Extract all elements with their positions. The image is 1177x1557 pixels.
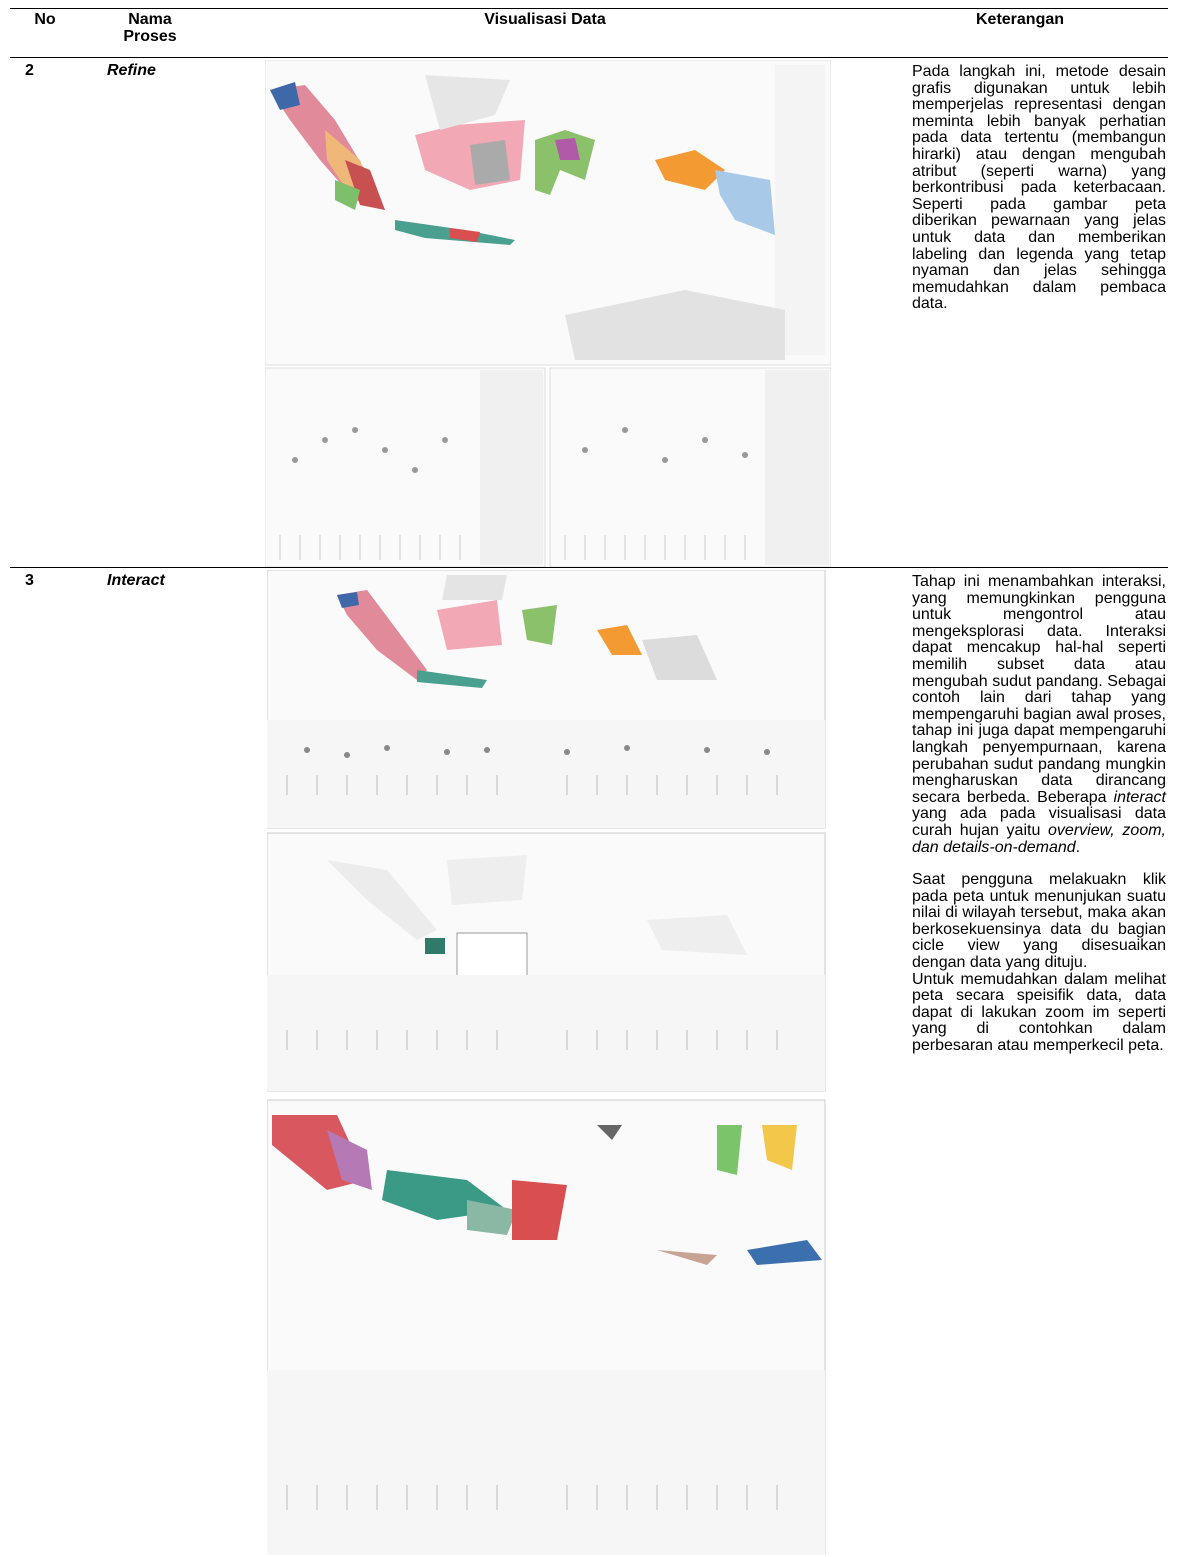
refine-screenshot <box>265 60 831 567</box>
row-number: 3 <box>25 572 34 590</box>
process-name: Interact <box>107 572 165 590</box>
text-segment: Saat pengguna melakuakn klik pada peta u… <box>912 871 1166 971</box>
description: Pada langkah ini, metode desain grafis d… <box>912 64 1166 313</box>
header-visualization: Visualisasi Data <box>400 11 690 28</box>
text-segment: Tahap ini menambahkan interaksi, yang me… <box>912 573 1166 806</box>
header-description: Keterangan <box>900 11 1140 28</box>
header-no: No <box>20 11 70 28</box>
text-segment: Pada langkah ini, metode desain grafis d… <box>912 63 1166 312</box>
row-number: 2 <box>25 62 34 80</box>
header-process: Nama Proses <box>110 11 190 45</box>
paragraph: Untuk memudahkan dalam melihat peta seca… <box>912 972 1166 1055</box>
description: Tahap ini menambahkan interaksi, yang me… <box>912 574 1166 1055</box>
interact-screenshots <box>267 570 827 1555</box>
page: No Nama Proses Visualisasi Data Keterang… <box>0 0 1177 1557</box>
rule <box>10 567 1168 568</box>
paragraph: Saat pengguna melakuakn klik pada peta u… <box>912 872 1166 972</box>
paragraph: Pada langkah ini, metode desain grafis d… <box>912 64 1166 313</box>
text-segment: Untuk memudahkan dalam melihat peta seca… <box>912 971 1166 1054</box>
rule <box>10 8 1168 9</box>
text-segment: interact <box>1114 789 1166 806</box>
paragraph: Tahap ini menambahkan interaksi, yang me… <box>912 574 1166 856</box>
process-name: Refine <box>107 62 156 80</box>
rule <box>10 57 1168 58</box>
text-segment: . <box>1076 839 1080 856</box>
